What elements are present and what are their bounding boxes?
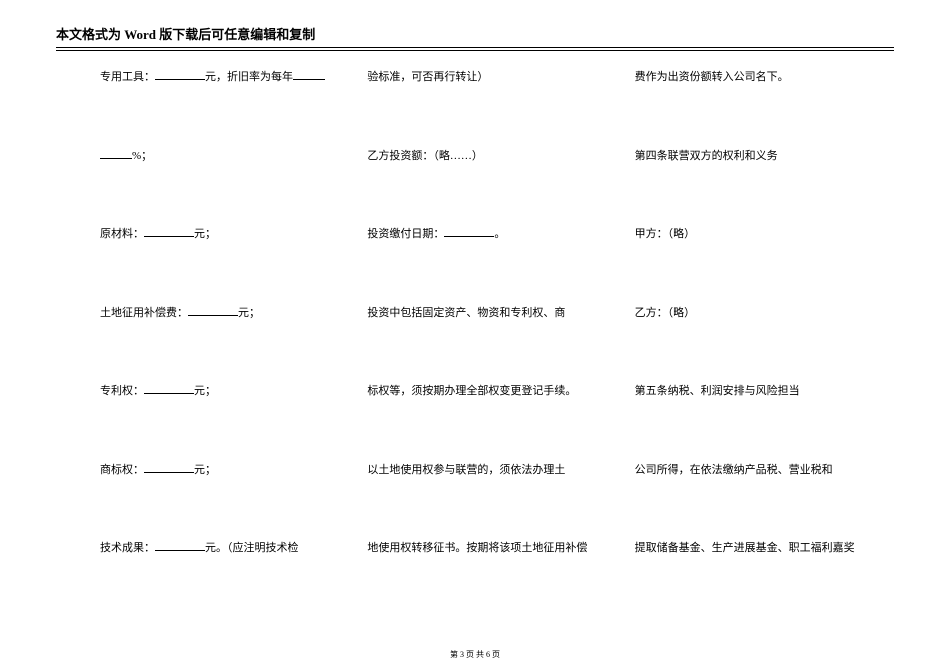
para: 原材料： 元；	[100, 226, 351, 243]
para: 土地征用补偿费： 元；	[100, 305, 351, 322]
para: 乙方：（略）	[635, 305, 886, 322]
blank-line	[188, 306, 238, 316]
para: 专利权： 元；	[100, 383, 351, 400]
blank-line	[155, 70, 205, 80]
para: 提取储备基金、生产进展基金、职工福利嘉奖	[635, 540, 886, 557]
text: 元；	[194, 464, 216, 476]
para: 费作为出资份额转入公司名下。	[635, 69, 886, 86]
para: 商标权： 元；	[100, 462, 351, 479]
para: 投资缴付日期： 。	[367, 226, 618, 243]
para: 标权等，须按期办理全部权变更登记手续。	[367, 383, 618, 400]
text: 商标权：	[100, 464, 144, 476]
para: 第五条纳税、利润安排与风险担当	[635, 383, 886, 400]
page-header-title: 本文格式为 Word 版下载后可任意编辑和复制	[56, 24, 894, 48]
blank-line	[155, 541, 205, 551]
text: 。	[494, 228, 505, 240]
text: 元；	[194, 228, 216, 240]
text: 元；	[238, 307, 260, 319]
para: 第四条联营双方的权利和义务	[635, 148, 886, 165]
header-rule	[56, 50, 894, 51]
para: 技术成果： 元。（应注明技术检	[100, 540, 351, 557]
document-page: 本文格式为 Word 版下载后可任意编辑和复制 专用工具： 元，折旧率为每年 %；…	[0, 0, 950, 557]
para: 专用工具： 元，折旧率为每年	[100, 69, 351, 86]
para: 验标准，可否再行转让）	[367, 69, 618, 86]
para: 乙方投资额：（略……）	[367, 148, 618, 165]
para: 地使用权转移征书。按期将该项土地征用补偿	[367, 540, 618, 557]
text: 专利权：	[100, 385, 144, 397]
para: 甲方：（略）	[635, 226, 886, 243]
text: 技术成果：	[100, 542, 155, 554]
blank-line	[293, 70, 325, 80]
text: 土地征用补偿费：	[100, 307, 188, 319]
para: 公司所得，在依法缴纳产品税、营业税和	[635, 462, 886, 479]
column-left: 专用工具： 元，折旧率为每年 %； 原材料： 元； 土地征用补偿费： 元； 专利权： 元…	[56, 69, 359, 557]
blank-line	[444, 227, 494, 237]
text: 元，折旧率为每年	[205, 71, 293, 83]
text: 投资缴付日期：	[367, 228, 444, 240]
column-right: 费作为出资份额转入公司名下。 第四条联营双方的权利和义务 甲方：（略） 乙方：（…	[627, 69, 894, 557]
text: %；	[132, 150, 152, 162]
text-columns: 专用工具： 元，折旧率为每年 %； 原材料： 元； 土地征用补偿费： 元； 专利权： 元…	[56, 69, 894, 557]
para: 以土地使用权参与联营的，须依法办理土	[367, 462, 618, 479]
page-footer: 第 3 页 共 6 页	[0, 649, 950, 660]
blank-line	[144, 227, 194, 237]
text: 原材料：	[100, 228, 144, 240]
column-middle: 验标准，可否再行转让） 乙方投资额：（略……） 投资缴付日期： 。 投资中包括固定…	[359, 69, 626, 557]
blank-line	[144, 463, 194, 473]
text: 专用工具：	[100, 71, 155, 83]
text: 元。（应注明技术检	[205, 542, 299, 554]
blank-line	[144, 384, 194, 394]
para: %；	[100, 148, 351, 165]
para: 投资中包括固定资产、物资和专利权、商	[367, 305, 618, 322]
text: 元；	[194, 385, 216, 397]
blank-line	[100, 149, 132, 159]
